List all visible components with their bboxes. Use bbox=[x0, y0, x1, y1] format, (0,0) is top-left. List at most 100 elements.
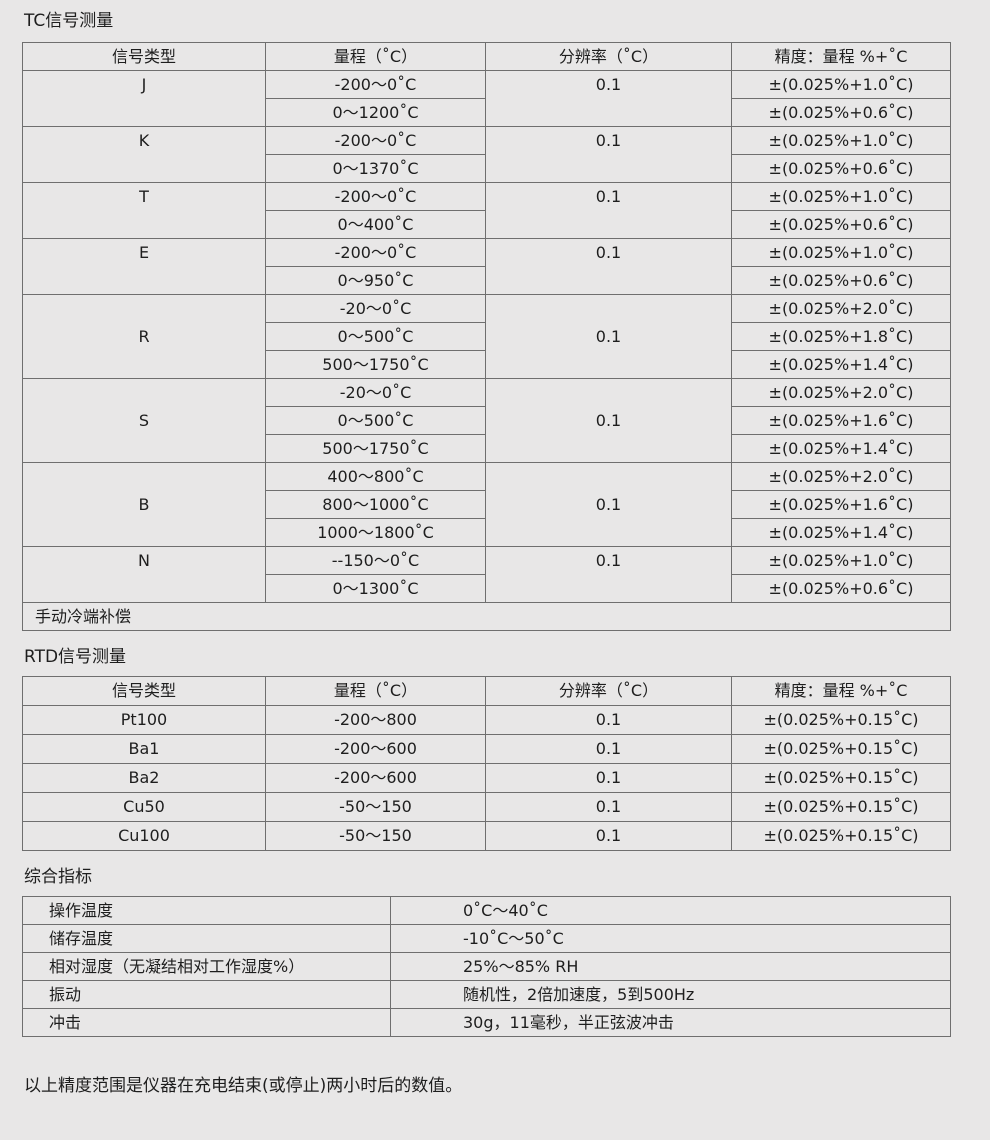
table-row: 0～1200˚C ±(0.025%+0.6˚C) bbox=[23, 98, 951, 127]
accuracy-cell: ±(0.025%+0.6˚C) bbox=[731, 210, 951, 239]
tc-spec-table: 信号类型 量程（˚C） 分辨率（˚C） 精度：量程 %+˚C J -200～0˚C 0.1 ±… bbox=[22, 42, 951, 631]
cold-junction-note: 手动冷端补偿 bbox=[22, 602, 951, 631]
range-cell: --150～0˚C bbox=[265, 546, 486, 575]
resolution-cell: 0.1 bbox=[485, 238, 732, 295]
table-row: 操作温度 0˚C～40˚C bbox=[22, 896, 951, 925]
range-cell: -50～150 bbox=[265, 821, 486, 851]
accuracy-cell: ±(0.025%+0.6˚C) bbox=[731, 266, 951, 295]
range-cell: 500～1750˚C bbox=[265, 434, 486, 463]
table-row: 0～500˚C ±(0.025%+1.6˚C) bbox=[23, 406, 951, 435]
table-row: B 400～800˚C 0.1 ±(0.025%+2.0˚C) bbox=[22, 462, 951, 547]
column-header: 信号类型 bbox=[22, 42, 266, 71]
accuracy-cell: ±(0.025%+0.15˚C) bbox=[731, 792, 951, 822]
table-row: 振动 随机性，2倍加速度，5到500Hz bbox=[22, 980, 951, 1009]
resolution-cell: 0.1 bbox=[485, 462, 732, 547]
range-cell: 0～500˚C bbox=[265, 406, 486, 435]
range-cell: 1000～1800˚C bbox=[265, 518, 486, 547]
accuracy-cell: ±(0.025%+1.4˚C) bbox=[731, 434, 951, 463]
table-row: 1000～1800˚C ±(0.025%+1.4˚C) bbox=[23, 518, 951, 547]
summary-spec-table: 操作温度 0˚C～40˚C 储存温度 -10˚C～50˚C 相对湿度（无凝结相对工作湿度… bbox=[22, 896, 951, 1037]
spec-value: 0˚C～40˚C bbox=[390, 896, 951, 925]
table-row: 0～1370˚C ±(0.025%+0.6˚C) bbox=[23, 154, 951, 183]
spec-label: 振动 bbox=[22, 980, 391, 1009]
rtd-spec-table: 信号类型 量程（˚C） 分辨率（˚C） 精度：量程 %+˚C Pt100 -200～800… bbox=[22, 676, 951, 851]
resolution-cell: 0.1 bbox=[485, 546, 732, 603]
resolution-cell: 0.1 bbox=[485, 763, 732, 793]
signal-type: J bbox=[22, 70, 266, 127]
accuracy-cell: ±(0.025%+1.0˚C) bbox=[731, 546, 951, 575]
table-row: K -200～0˚C 0.1 ±(0.025%+1.0˚C) bbox=[22, 126, 951, 183]
table-row: 相对湿度（无凝结相对工作湿度%） 25%～85% RH bbox=[22, 952, 951, 981]
range-cell: -50～150 bbox=[265, 792, 486, 822]
signal-type: Ba1 bbox=[22, 734, 266, 764]
accuracy-cell: ±(0.025%+0.6˚C) bbox=[731, 154, 951, 183]
column-header: 精度：量程 %+˚C bbox=[731, 676, 951, 706]
column-header: 分辨率（˚C） bbox=[485, 42, 732, 71]
column-header: 精度：量程 %+˚C bbox=[731, 42, 951, 71]
table-row: Cu50 -50～150 0.1 ±(0.025%+0.15˚C) bbox=[22, 792, 951, 822]
table-row: J -200～0˚C 0.1 ±(0.025%+1.0˚C) bbox=[22, 70, 951, 127]
signal-type: T bbox=[22, 182, 266, 239]
accuracy-cell: ±(0.025%+1.0˚C) bbox=[731, 182, 951, 211]
signal-type: Cu100 bbox=[22, 821, 266, 851]
signal-type: Pt100 bbox=[22, 705, 266, 735]
range-cell: 400～800˚C bbox=[265, 462, 486, 491]
summary-section-title: 综合指标 bbox=[24, 867, 92, 887]
range-cell: 0～400˚C bbox=[265, 210, 486, 239]
accuracy-cell: ±(0.025%+1.0˚C) bbox=[731, 126, 951, 155]
table-row: 冲击 30g，11毫秒，半正弦波冲击 bbox=[22, 1008, 951, 1037]
column-header: 量程（˚C） bbox=[265, 676, 486, 706]
table-row: N --150～0˚C 0.1 ±(0.025%+1.0˚C) bbox=[22, 546, 951, 603]
accuracy-cell: ±(0.025%+2.0˚C) bbox=[731, 462, 951, 491]
resolution-cell: 0.1 bbox=[485, 70, 732, 127]
spec-value: 25%～85% RH bbox=[390, 952, 951, 981]
range-cell: -200～0˚C bbox=[265, 182, 486, 211]
accuracy-cell: ±(0.025%+1.0˚C) bbox=[731, 70, 951, 99]
table-row: R -20～0˚C 0.1 ±(0.025%+2.0˚C) bbox=[22, 294, 951, 379]
signal-type: Cu50 bbox=[22, 792, 266, 822]
accuracy-cell: ±(0.025%+1.6˚C) bbox=[731, 406, 951, 435]
spec-label: 操作温度 bbox=[22, 896, 391, 925]
resolution-cell: 0.1 bbox=[485, 734, 732, 764]
accuracy-cell: ±(0.025%+1.8˚C) bbox=[731, 322, 951, 351]
column-header: 信号类型 bbox=[22, 676, 266, 706]
range-cell: 500～1750˚C bbox=[265, 350, 486, 379]
table-row: 800～1000˚C ±(0.025%+1.6˚C) bbox=[23, 490, 951, 519]
resolution-cell: 0.1 bbox=[485, 126, 732, 183]
column-header: 量程（˚C） bbox=[265, 42, 486, 71]
range-cell: -200～800 bbox=[265, 705, 486, 735]
resolution-cell: 0.1 bbox=[485, 705, 732, 735]
accuracy-cell: ±(0.025%+0.15˚C) bbox=[731, 705, 951, 735]
range-cell: -20～0˚C bbox=[265, 294, 486, 323]
tc-section-title: TC信号测量 bbox=[24, 11, 114, 31]
range-cell: -200～600 bbox=[265, 763, 486, 793]
accuracy-cell: ±(0.025%+0.6˚C) bbox=[731, 574, 951, 603]
accuracy-cell: ±(0.025%+0.15˚C) bbox=[731, 734, 951, 764]
footer-row: 手动冷端补偿 bbox=[22, 602, 951, 631]
table-row: Pt100 -200～800 0.1 ±(0.025%+0.15˚C) bbox=[22, 705, 951, 735]
table-row: 0～400˚C ±(0.025%+0.6˚C) bbox=[23, 210, 951, 239]
range-cell: 800～1000˚C bbox=[265, 490, 486, 519]
range-cell: -200～600 bbox=[265, 734, 486, 764]
signal-type: E bbox=[22, 238, 266, 295]
range-cell: 0～950˚C bbox=[265, 266, 486, 295]
table-row: 0～500˚C ±(0.025%+1.8˚C) bbox=[23, 322, 951, 351]
header-row: 信号类型 量程（˚C） 分辨率（˚C） 精度：量程 %+˚C bbox=[22, 676, 951, 706]
table-row: S -20～0˚C 0.1 ±(0.025%+2.0˚C) bbox=[22, 378, 951, 463]
accuracy-cell: ±(0.025%+0.15˚C) bbox=[731, 821, 951, 851]
accuracy-cell: ±(0.025%+2.0˚C) bbox=[731, 378, 951, 407]
header-row: 信号类型 量程（˚C） 分辨率（˚C） 精度：量程 %+˚C bbox=[22, 42, 951, 71]
accuracy-cell: ±(0.025%+0.15˚C) bbox=[731, 763, 951, 793]
accuracy-cell: ±(0.025%+0.6˚C) bbox=[731, 98, 951, 127]
accuracy-cell: ±(0.025%+1.4˚C) bbox=[731, 518, 951, 547]
signal-type: B bbox=[22, 462, 266, 547]
table-row: 储存温度 -10˚C～50˚C bbox=[22, 924, 951, 953]
spec-value: 随机性，2倍加速度，5到500Hz bbox=[390, 980, 951, 1009]
accuracy-cell: ±(0.025%+1.0˚C) bbox=[731, 238, 951, 267]
table-row: 0～950˚C ±(0.025%+0.6˚C) bbox=[23, 266, 951, 295]
table-row: 500～1750˚C ±(0.025%+1.4˚C) bbox=[23, 434, 951, 463]
range-cell: 0～1300˚C bbox=[265, 574, 486, 603]
range-cell: 0～1200˚C bbox=[265, 98, 486, 127]
column-header: 分辨率（˚C） bbox=[485, 676, 732, 706]
spec-label: 相对湿度（无凝结相对工作湿度%） bbox=[22, 952, 391, 981]
